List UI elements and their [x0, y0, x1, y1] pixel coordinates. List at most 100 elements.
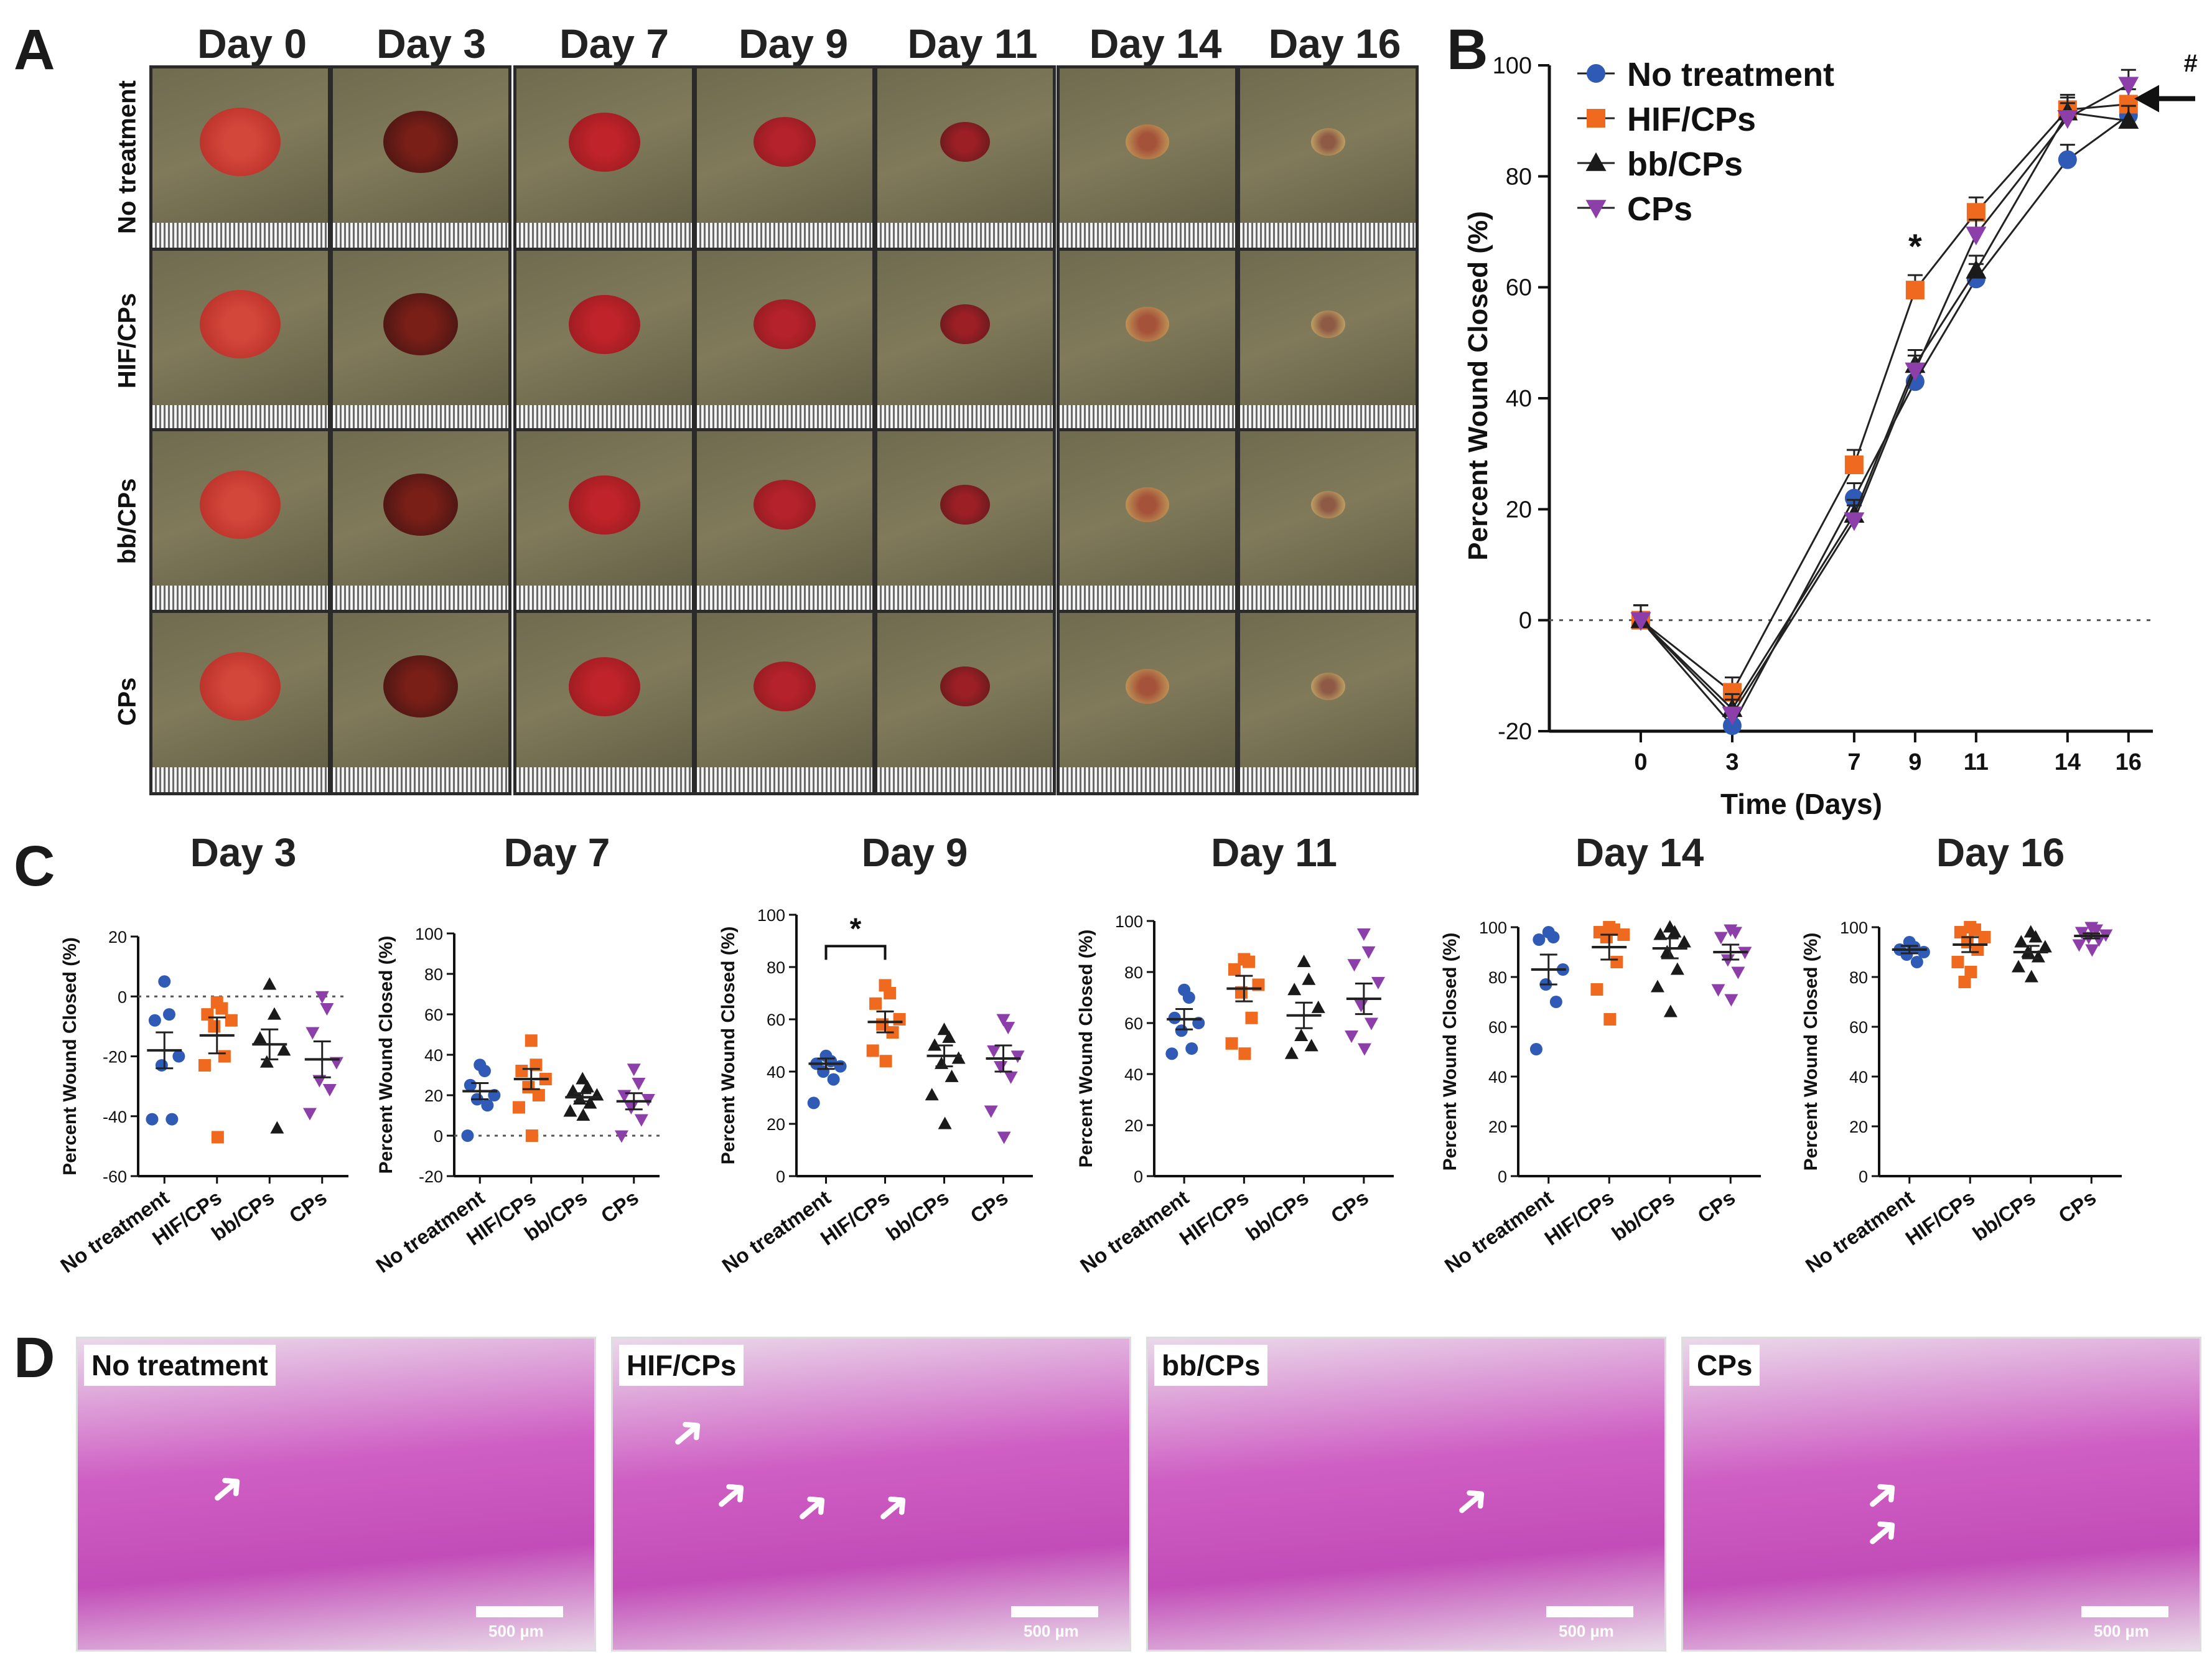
arrow-head [2134, 85, 2159, 113]
y-tick-label: 80 [1488, 968, 1507, 987]
wound-photo [1237, 428, 1419, 614]
data-point [267, 1007, 281, 1020]
data-point [1670, 962, 1684, 975]
y-tick-label: 80 [1506, 164, 1532, 190]
ruler [877, 586, 1053, 610]
wound [383, 111, 458, 173]
data-point [942, 1030, 956, 1043]
day-label-16: Day 16 [1268, 21, 1401, 67]
data-point [1966, 227, 1987, 246]
y-tick-label: 60 [1124, 1014, 1143, 1033]
data-point [1168, 1011, 1181, 1024]
y-tick-label: 40 [1849, 1068, 1868, 1087]
y-tick-label: 80 [767, 958, 785, 977]
x-tick-label: bb/CPs [1241, 1185, 1312, 1245]
ruler [1060, 405, 1235, 430]
data-point [1297, 955, 1311, 968]
wound-photo [513, 248, 695, 433]
data-point [928, 1038, 942, 1051]
data-point [834, 1060, 847, 1073]
scatter-subplot-0: Day 3 20 0 -20 -40 -60 Percent Wound Closed (%… [56, 830, 348, 1277]
ruler [697, 586, 872, 610]
data-point [1004, 1071, 1018, 1084]
x-tick-label: bb/CPs [882, 1185, 953, 1245]
y-tick-label: 100 [415, 925, 443, 943]
scatter-subplot-2: Day 9 100 80 60 40 20 0 Percent Wound Closed (%… [718, 830, 1033, 1277]
wound [940, 485, 990, 525]
x-tick-label: 16 [2116, 749, 2142, 775]
data-point [1724, 994, 1738, 1007]
data-point [1311, 1000, 1325, 1013]
ruler [516, 405, 692, 430]
data-point [1966, 203, 1986, 222]
ruler [877, 223, 1053, 248]
y-axis-label: Percent Wound Closed (%) [1463, 211, 1493, 560]
y-tick-label: 80 [1124, 963, 1143, 982]
y-tick-label: -20 [419, 1167, 443, 1186]
data-point [580, 1080, 594, 1093]
ruler [697, 405, 872, 430]
wound [940, 122, 990, 162]
data-point [1243, 955, 1256, 968]
wound-photo [1237, 248, 1419, 433]
wound-photo [1057, 65, 1238, 251]
ruler [152, 767, 328, 792]
wound [200, 108, 281, 176]
data-point [1617, 928, 1630, 941]
subplot-title: Day 7 [504, 830, 610, 875]
legend-label: bb/CPs [1627, 146, 1743, 183]
histology-image-no-treatment: No treatment ➜ 500 µm [76, 1337, 596, 1652]
data-point [1182, 991, 1195, 1004]
data-point [1529, 1043, 1542, 1055]
wound [754, 117, 816, 167]
data-point [634, 1114, 648, 1127]
x-tick-label: HIF/CPs [1901, 1185, 1979, 1250]
data-point [1284, 1046, 1299, 1059]
y-axis-label: Percent Wound Closed (%) [1076, 930, 1096, 1168]
day-label-7: Day 7 [559, 21, 670, 67]
wound [940, 666, 990, 706]
ruler [877, 405, 1053, 430]
data-point [155, 1059, 168, 1072]
wound [754, 480, 816, 530]
panel-label-b: B [1447, 18, 1488, 82]
data-point [461, 1129, 474, 1142]
data-point [2038, 940, 2052, 953]
wound [1310, 128, 1345, 156]
data-point [306, 1027, 320, 1040]
data-point [925, 1088, 939, 1101]
scale-bar-label: 500 µm [488, 1622, 544, 1640]
subplot-title: Day 3 [190, 830, 297, 875]
wound-photo [1057, 610, 1238, 795]
data-point [1603, 1013, 1617, 1026]
y-tick-label: 60 [1488, 1018, 1507, 1037]
data-point [263, 977, 277, 990]
data-point [2089, 924, 2103, 937]
data-point [1610, 956, 1623, 968]
data-point [211, 1131, 224, 1144]
y-tick-label: 40 [424, 1046, 443, 1065]
data-point [532, 1089, 545, 1101]
data-point [315, 991, 329, 1004]
data-point [478, 1065, 491, 1077]
y-axis-label: Percent Wound Closed (%) [60, 937, 80, 1176]
histology-caption: HIF/CPs [619, 1345, 744, 1386]
y-tick-label: 20 [1849, 1118, 1868, 1136]
wound-photo [149, 428, 331, 614]
ruler [1240, 223, 1416, 248]
wound-photo [513, 610, 695, 795]
wound-photo [149, 65, 331, 251]
legend-marker [1587, 109, 1605, 128]
data-point [583, 1096, 597, 1109]
data-point [259, 1055, 274, 1068]
wound-photo [149, 248, 331, 433]
wound-photo [149, 610, 331, 795]
data-point [827, 1073, 840, 1086]
day-label-14: Day 14 [1089, 21, 1222, 67]
wound [200, 290, 281, 358]
data-point [866, 1044, 879, 1057]
data-point [1711, 984, 1725, 997]
data-point [1294, 1029, 1309, 1041]
wound-photo [874, 248, 1056, 433]
data-point [817, 1065, 830, 1078]
